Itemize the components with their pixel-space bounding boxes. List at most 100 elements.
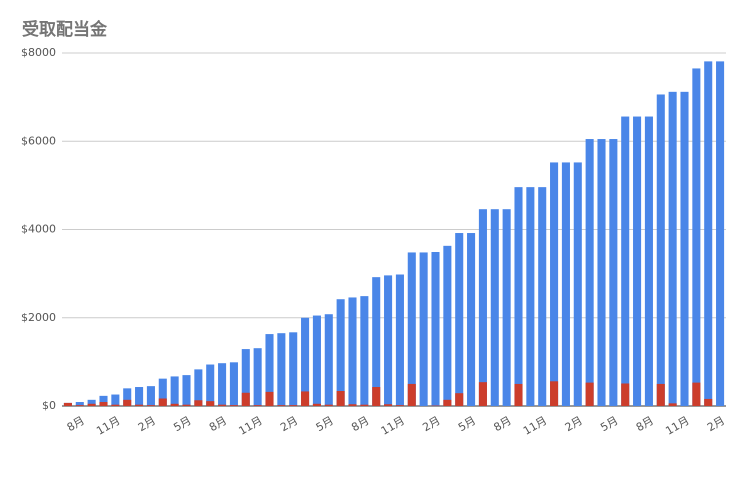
y-tick-label: $0 <box>42 399 56 412</box>
bar <box>75 402 84 406</box>
bar <box>550 162 559 406</box>
bar <box>111 404 120 406</box>
bar <box>241 392 250 406</box>
bar <box>312 403 321 406</box>
bar <box>289 332 298 406</box>
bar <box>490 209 499 406</box>
bar <box>561 162 570 406</box>
bar <box>99 402 108 406</box>
bar <box>538 187 547 406</box>
chart-title: 受取配当金 <box>22 19 108 40</box>
bar <box>99 395 108 406</box>
bar <box>135 404 144 406</box>
bar <box>135 387 144 406</box>
bar <box>277 333 286 406</box>
bar <box>206 364 215 406</box>
bar <box>336 390 345 406</box>
bar <box>111 394 120 406</box>
bar <box>123 399 132 406</box>
bar <box>384 275 393 406</box>
bar <box>265 391 274 406</box>
bar <box>478 209 487 406</box>
bar <box>407 383 416 406</box>
bar <box>550 381 559 406</box>
bar <box>384 404 393 406</box>
bar <box>443 399 452 406</box>
bar <box>360 404 369 406</box>
bar <box>360 296 369 406</box>
bar <box>289 405 298 406</box>
bar <box>229 405 238 406</box>
bar <box>395 405 404 406</box>
bar <box>692 382 701 406</box>
bar <box>419 252 428 406</box>
y-tick-label: $8000 <box>21 46 56 59</box>
bar <box>158 398 167 406</box>
bar <box>218 404 227 406</box>
bar <box>443 245 452 406</box>
bar <box>324 404 333 406</box>
bar <box>253 348 262 406</box>
bar <box>336 299 345 406</box>
bar <box>324 314 333 406</box>
y-tick-label: $2000 <box>21 311 56 324</box>
bar <box>277 405 286 406</box>
bar <box>633 116 642 406</box>
bar <box>585 382 594 406</box>
bar <box>455 233 464 406</box>
bar <box>514 187 523 406</box>
bar <box>348 404 357 406</box>
bar <box>75 405 84 406</box>
bar <box>182 404 191 406</box>
bar <box>194 400 203 406</box>
bar <box>597 139 606 406</box>
bar <box>301 317 310 406</box>
bar <box>312 315 321 406</box>
bar <box>170 376 179 406</box>
bar <box>467 233 476 406</box>
bar <box>621 116 630 406</box>
y-tick-label: $6000 <box>21 134 56 147</box>
bar <box>395 274 404 406</box>
bar <box>478 382 487 406</box>
bar <box>680 91 689 406</box>
bar <box>146 386 155 406</box>
bar <box>656 94 665 406</box>
bar <box>372 277 381 406</box>
bar <box>644 116 653 406</box>
bar <box>182 375 191 406</box>
bar <box>146 405 155 406</box>
bar <box>704 61 713 406</box>
bar <box>455 393 464 406</box>
bar <box>63 402 72 406</box>
bar <box>218 363 227 406</box>
bar <box>158 378 167 406</box>
bar <box>253 405 262 406</box>
bar <box>609 139 618 406</box>
bar <box>585 139 594 406</box>
bar <box>502 209 511 406</box>
bar <box>431 252 440 406</box>
bar <box>87 403 96 406</box>
bar <box>716 61 725 406</box>
y-tick-label: $4000 <box>21 223 56 236</box>
bar <box>241 349 250 406</box>
bar <box>206 401 215 406</box>
bar <box>656 383 665 406</box>
bar <box>668 403 677 406</box>
bar <box>407 252 416 406</box>
bar <box>692 68 701 406</box>
bar <box>704 398 713 406</box>
bar <box>372 387 381 406</box>
bar <box>194 369 203 406</box>
bar <box>526 187 535 406</box>
bar <box>668 91 677 406</box>
bar <box>229 362 238 406</box>
bar <box>514 383 523 406</box>
bar <box>348 297 357 406</box>
bar <box>123 388 132 406</box>
bar <box>265 334 274 406</box>
bar <box>170 403 179 406</box>
bar <box>573 162 582 406</box>
bar <box>87 399 96 406</box>
